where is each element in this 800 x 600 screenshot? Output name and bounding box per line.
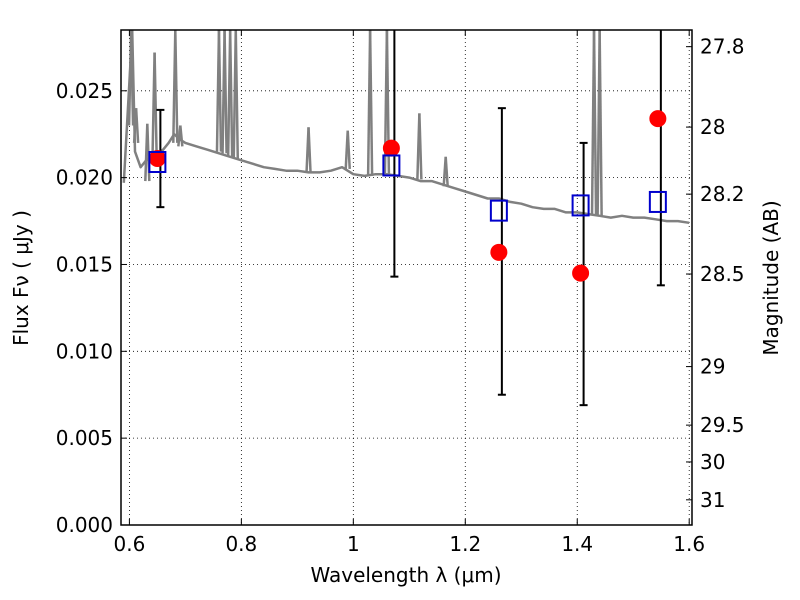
axes: 0.6 0.8 1 1.2 1.4 1.6 0.000 0.005 0.010 0.015 0.02… — [56, 30, 745, 556]
x-tick-label: 1.2 — [449, 532, 481, 556]
observed-flux-point — [649, 110, 667, 128]
sed-spike-line — [234, 30, 240, 159]
y2-tick-label: 28.2 — [700, 182, 745, 206]
y2-tick-label: 31 — [700, 488, 725, 512]
sed-spike-line — [368, 30, 374, 176]
model-flux-point — [148, 151, 167, 173]
x-tick-label: 0.8 — [225, 532, 257, 556]
sed-spike-line — [418, 113, 423, 180]
y2-tick-label: 29.5 — [700, 413, 745, 437]
x-tick-label: 0.6 — [113, 532, 145, 556]
y-tick-label: 0.020 — [56, 166, 113, 190]
y2-axis-title: Magnitude (AB) — [759, 200, 783, 355]
sed-spike-line — [129, 30, 135, 126]
observed-flux-point — [382, 139, 400, 157]
y-tick-label: 0.010 — [56, 339, 113, 363]
model-flux-point — [489, 199, 508, 222]
observed-flux-point — [572, 264, 590, 282]
grid — [121, 30, 692, 526]
sed-spike-line — [179, 125, 184, 147]
y2-tick-label: 27.8 — [700, 35, 745, 59]
sed-spike-line — [153, 52, 158, 154]
y-tick-label: 0.005 — [56, 426, 113, 450]
y2-tick-label: 28.5 — [700, 262, 745, 286]
sed-spike-line — [444, 156, 449, 187]
sed-spike-line — [307, 127, 312, 173]
y-tick-label: 0.015 — [56, 252, 113, 276]
sed-spike-line — [598, 30, 603, 216]
x-axis-title: Wavelength λ (μm) — [310, 563, 501, 587]
y-tick-label: 0.025 — [56, 79, 113, 103]
x-tick-label: 1.6 — [673, 532, 705, 556]
y2-tick-label: 30 — [700, 450, 725, 474]
x-tick-label: 1 — [347, 532, 360, 556]
sed-spike-line — [134, 108, 140, 143]
y2-tick-label: 28 — [700, 115, 725, 139]
x-tick-label: 1.4 — [561, 532, 593, 556]
sed-spike-line — [174, 30, 179, 143]
model-flux-point — [382, 154, 401, 177]
sed-spike-line — [592, 30, 598, 215]
observed-flux-point — [490, 243, 508, 261]
plot-frame — [120, 29, 693, 526]
plot-area — [122, 30, 690, 407]
sed-spike-line — [223, 30, 228, 154]
y-tick-label: 0.000 — [56, 513, 113, 537]
y-axis-title: Flux Fν ( μJy ) — [9, 210, 33, 346]
sed-spike-line — [217, 30, 223, 152]
y2-tick-label: 29 — [700, 355, 725, 379]
sed-spike-line — [228, 30, 234, 157]
sed-spike-line — [346, 130, 351, 170]
model-flux-point — [571, 194, 590, 217]
model-flux-point — [648, 190, 667, 213]
